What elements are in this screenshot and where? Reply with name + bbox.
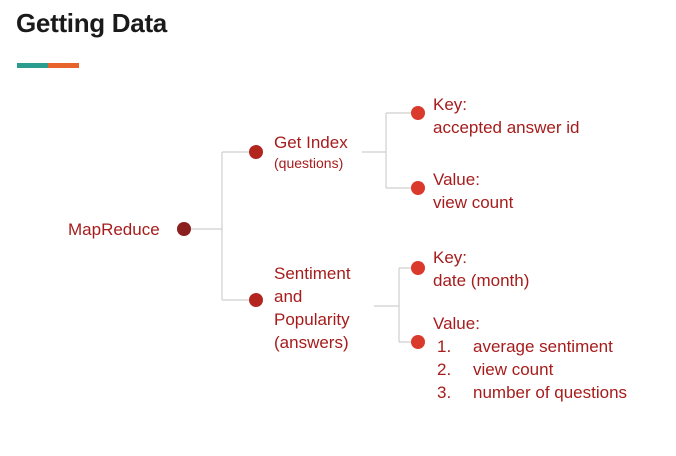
sentiment-line-3: Popularity bbox=[274, 310, 350, 329]
title-accent-teal bbox=[17, 63, 48, 68]
node-value-2 bbox=[411, 335, 425, 349]
title-accent-orange bbox=[48, 63, 79, 68]
node-sentiment bbox=[249, 293, 263, 307]
list-item: 3. number of questions bbox=[433, 381, 627, 404]
sentiment-line-1: Sentiment bbox=[274, 264, 351, 283]
get-index-value-heading: Value: bbox=[433, 170, 480, 189]
node-key-1 bbox=[411, 106, 425, 120]
node-mapreduce bbox=[177, 222, 191, 236]
list-item-number: 1. bbox=[437, 337, 452, 356]
connector-lines bbox=[190, 112, 418, 343]
list-item-number: 2. bbox=[437, 360, 452, 379]
sentiment-key-value: date (month) bbox=[433, 271, 530, 290]
list-item-text: number of questions bbox=[473, 383, 628, 402]
get-index-title: Get Index bbox=[274, 133, 348, 152]
label-get-index: Get Index (questions) bbox=[274, 131, 348, 172]
node-value-1 bbox=[411, 181, 425, 195]
sentiment-line-2: and bbox=[274, 287, 303, 306]
label-mapreduce: MapReduce bbox=[68, 220, 160, 239]
node-get-index bbox=[249, 145, 263, 159]
get-index-key-value: accepted answer id bbox=[433, 118, 580, 137]
sentiment-key-heading: Key: bbox=[433, 248, 468, 267]
list-item: 1. average sentiment bbox=[433, 335, 627, 358]
list-item: 2. view count bbox=[433, 358, 627, 381]
node-key-2 bbox=[411, 261, 425, 275]
sentiment-key: Key: date (month) bbox=[433, 246, 529, 292]
get-index-value-value: view count bbox=[433, 193, 514, 212]
list-item-text: average sentiment bbox=[473, 337, 613, 356]
sentiment-value: Value: 1. average sentiment 2. view coun… bbox=[433, 312, 627, 404]
sentiment-value-list: 1. average sentiment 2. view count 3. nu… bbox=[433, 335, 627, 404]
list-item-number: 3. bbox=[437, 383, 452, 402]
page-title: Getting Data bbox=[16, 8, 167, 38]
label-sentiment: Sentiment and Popularity (answers) bbox=[274, 262, 351, 354]
sentiment-line-4: (answers) bbox=[274, 333, 349, 352]
get-index-value: Value: view count bbox=[433, 168, 513, 214]
get-index-subtitle: (questions) bbox=[274, 155, 344, 171]
get-index-key-heading: Key: bbox=[433, 95, 468, 114]
sentiment-value-heading: Value: bbox=[433, 314, 480, 333]
get-index-key: Key: accepted answer id bbox=[433, 93, 579, 139]
list-item-text: view count bbox=[473, 360, 554, 379]
